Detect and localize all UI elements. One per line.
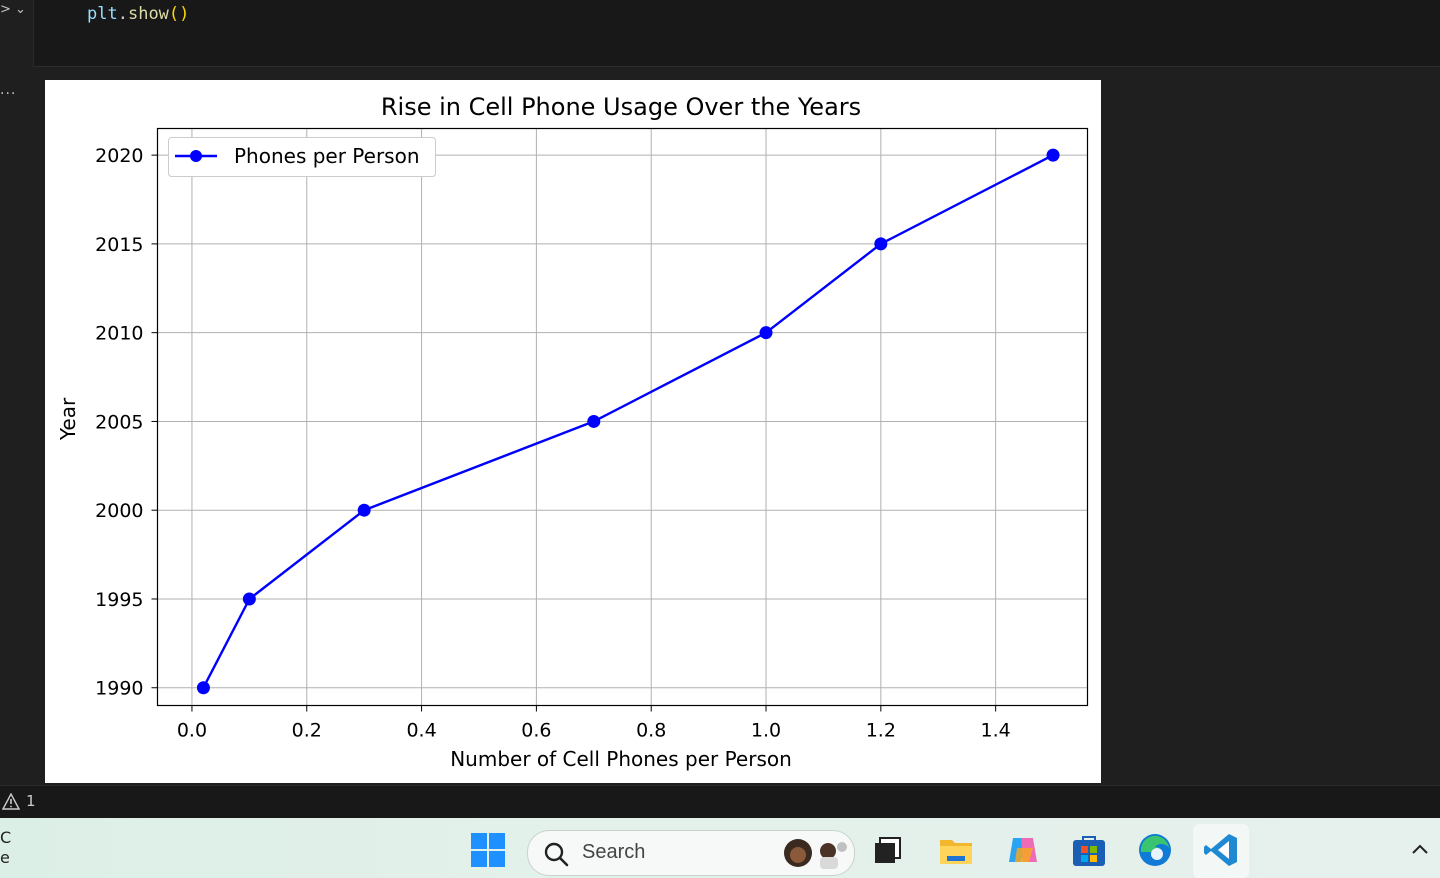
notebook-editor: > ⌄ plt.show() ... 0.0 0.2 0.4 0.6 0.8 1.0 1.2… <box>0 0 1440 785</box>
taskbar-left-text: C e <box>0 828 11 868</box>
code-token-function: show <box>127 4 169 24</box>
data-point <box>759 326 773 340</box>
microsoft-store-icon[interactable] <box>1071 832 1107 868</box>
y-tick-label: 2015 <box>95 234 143 256</box>
x-tick-label: 0.4 <box>406 720 436 742</box>
windows-taskbar: C e Search <box>0 818 1440 878</box>
data-point <box>587 414 601 428</box>
x-tick-label: 0.2 <box>292 720 322 742</box>
data-point <box>196 681 210 695</box>
warning-count: 1 <box>26 792 36 810</box>
taskbar-search-box[interactable]: Search <box>527 830 855 876</box>
x-tick-label: 1.4 <box>981 720 1011 742</box>
search-placeholder: Search <box>582 841 646 863</box>
data-point <box>1046 148 1060 162</box>
search-highlight-illustration-icon <box>784 839 847 869</box>
code-token-dot: . <box>117 4 128 24</box>
y-tick-label: 2000 <box>95 500 143 522</box>
x-axis-label: Number of Cell Phones per Person <box>450 747 792 771</box>
code-token-parens: () <box>168 4 190 24</box>
cell-collapse-icon[interactable]: > ⌄ <box>0 2 26 17</box>
chevron-up-icon[interactable] <box>1410 842 1430 856</box>
y-tick-label: 2020 <box>95 145 143 167</box>
x-tick-label: 0.6 <box>521 720 551 742</box>
y-tick-label: 1990 <box>95 678 143 700</box>
x-tick-label: 1.2 <box>866 720 896 742</box>
x-tick-label: 1.0 <box>751 720 781 742</box>
line-chart: 0.0 0.2 0.4 0.6 0.8 1.0 1.2 1.4 1990 1995 2000 200… <box>56 93 1089 771</box>
plot-area-frame <box>156 127 1089 707</box>
taskbar-left-text-line2: e <box>0 848 10 867</box>
code-line[interactable]: plt.show() <box>87 4 189 24</box>
x-tick-label: 0.8 <box>636 720 666 742</box>
y-axis-label: Year <box>56 397 80 441</box>
windows-start-icon[interactable] <box>470 832 506 868</box>
grid-lines <box>157 128 1088 706</box>
legend-box <box>168 137 436 177</box>
legend: Phones per Person <box>168 137 436 177</box>
y-tick-label: 2005 <box>95 411 143 433</box>
vscode-taskbar-button[interactable] <box>1193 824 1249 878</box>
search-icon <box>544 842 569 867</box>
plot-output: 0.0 0.2 0.4 0.6 0.8 1.0 1.2 1.4 1990 1995 2000 200… <box>45 80 1101 783</box>
series-markers <box>196 148 1060 695</box>
taskbar-left-text-line1: C <box>0 828 12 847</box>
data-point <box>242 592 256 606</box>
output-menu-icon[interactable]: ... <box>0 82 17 98</box>
data-point <box>874 237 888 251</box>
y-axis-ticks: 1990 1995 2000 2005 2010 2015 2020 <box>95 145 158 700</box>
data-point <box>357 503 371 517</box>
problems-indicator[interactable]: 1 <box>2 792 36 810</box>
chart-title: Rise in Cell Phone Usage Over the Years <box>381 93 861 121</box>
x-tick-label: 0.0 <box>177 720 207 742</box>
code-token-object: plt <box>87 4 118 24</box>
legend-marker-swatch <box>190 150 202 162</box>
status-bar: 1 <box>0 785 1440 818</box>
file-explorer-icon[interactable] <box>938 832 974 868</box>
y-tick-label: 1995 <box>95 589 143 611</box>
edge-icon[interactable] <box>1137 832 1173 868</box>
task-view-icon[interactable] <box>870 832 906 868</box>
code-cell[interactable]: plt.show() <box>33 0 1440 67</box>
copilot-icon[interactable] <box>1005 832 1041 868</box>
x-axis-ticks: 0.0 0.2 0.4 0.6 0.8 1.0 1.2 1.4 <box>177 705 1011 742</box>
legend-label: Phones per Person <box>234 144 420 168</box>
warning-icon <box>2 792 20 810</box>
vscode-icon <box>1204 834 1237 866</box>
y-tick-label: 2010 <box>95 323 143 345</box>
